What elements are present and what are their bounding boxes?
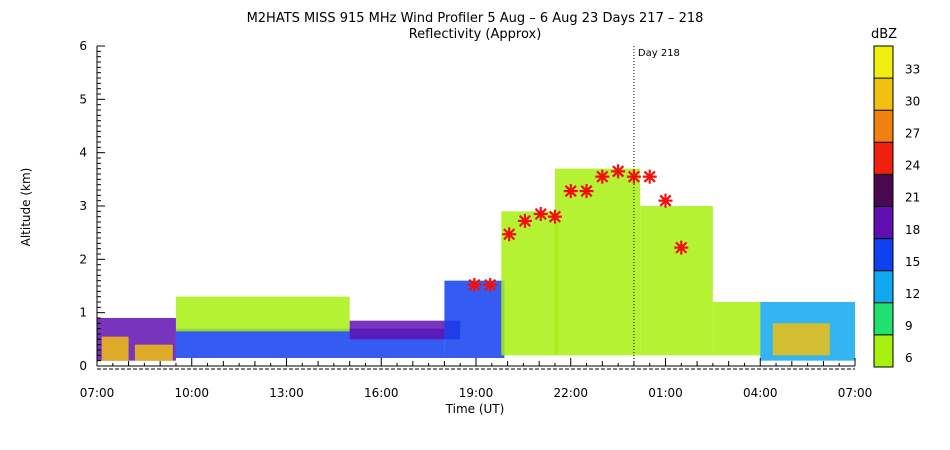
y-tick-label: 3 [79, 199, 87, 213]
colorbar-swatch [874, 238, 893, 271]
colorbar-label: 30 [905, 94, 920, 108]
reflectivity-region [349, 320, 461, 340]
reflectivity-region [134, 344, 173, 361]
x-tick-label: 13:00 [269, 386, 304, 400]
boundary-layer-marker [547, 209, 562, 224]
reflectivity-region [444, 280, 505, 358]
colorbar-swatch [874, 270, 893, 303]
boundary-layer-marker [467, 277, 482, 292]
marker-stroke [627, 170, 640, 183]
boundary-layer-marker [517, 213, 532, 228]
x-axis-label: Time (UT) [445, 402, 505, 416]
colorbar-label: 27 [905, 126, 920, 140]
y-axis-label: Altitude (km) [19, 168, 33, 247]
boundary-layer-marker [658, 193, 673, 208]
day-marker-label: Day 218 [638, 48, 680, 59]
colorbar-label: 15 [905, 255, 920, 269]
reflectivity-region [554, 168, 641, 356]
x-tick-label: 22:00 [553, 386, 588, 400]
x-tick-label: 19:00 [459, 386, 494, 400]
chart-title: M2HATS MISS 915 MHz Wind Profiler 5 Aug … [247, 11, 704, 26]
marker-stroke [518, 214, 531, 227]
colorbar-swatch [874, 174, 893, 207]
reflectivity-region [712, 302, 761, 356]
reflectivity-region [175, 296, 350, 332]
colorbar-swatch [874, 142, 893, 175]
reflectivity-region [101, 336, 129, 361]
colorbar-label: 21 [905, 191, 920, 205]
boundary-layer-marker [483, 277, 498, 292]
boundary-layer-marker [642, 169, 657, 184]
colorbar-swatch [874, 78, 893, 111]
x-tick-label: 04:00 [743, 386, 778, 400]
marker-stroke [612, 165, 625, 178]
colorbar-swatch [874, 46, 893, 79]
colorbar-label: 9 [905, 319, 913, 333]
marker-stroke [564, 185, 577, 198]
colorbar: 6 9 12 15 18 21 24 27 30 33 [873, 45, 920, 368]
boundary-layer-marker [611, 164, 626, 179]
colorbar-label: 6 [905, 351, 913, 365]
marker-stroke [468, 278, 481, 291]
colorbar-label: 12 [905, 287, 920, 301]
reflectivity-region [640, 206, 713, 356]
marker-stroke [643, 170, 656, 183]
colorbar-swatch [874, 334, 893, 367]
colorbar-swatch [874, 110, 893, 143]
marker-stroke [484, 278, 497, 291]
x-tick-label: 16:00 [364, 386, 399, 400]
marker-stroke [675, 241, 688, 254]
y-tick-label: 4 [79, 146, 87, 160]
x-tick-label: 01:00 [648, 386, 683, 400]
colorbar-swatch [874, 206, 893, 239]
marker-stroke [659, 194, 672, 207]
marker-stroke [534, 207, 547, 221]
colorbar-swatch [874, 302, 893, 335]
x-tick-label: 07:00 [80, 386, 115, 400]
y-tick-label: 5 [79, 92, 87, 106]
plot-area: 0 1 2 3 4 5 6 07:00 10:00 13:00 16:00 19:00 22:00 01:… [79, 39, 872, 400]
marker-stroke [596, 170, 609, 183]
y-tick-label: 2 [79, 252, 87, 266]
colorbar-label: 24 [905, 159, 920, 173]
colorbar-title: dBZ [871, 27, 897, 42]
marker-stroke [503, 228, 516, 241]
y-tick-label: 1 [79, 306, 87, 320]
x-tick-label: 07:00 [838, 386, 873, 400]
reflectivity-region [772, 323, 830, 356]
y-tick-label: 6 [79, 39, 87, 53]
marker-stroke [580, 185, 593, 198]
boundary-layer-marker [502, 227, 517, 242]
boundary-layer-marker [533, 207, 548, 221]
colorbar-label: 33 [905, 62, 920, 76]
boundary-layer-marker [674, 240, 689, 255]
boundary-layer-marker [595, 169, 610, 184]
boundary-layer-marker [563, 184, 578, 199]
boundary-layer-marker [626, 169, 641, 184]
marker-stroke [548, 210, 561, 223]
boundary-layer-marker [579, 184, 594, 199]
chart-subtitle: Reflectivity (Approx) [409, 27, 542, 42]
y-tick-label: 0 [79, 359, 87, 373]
x-tick-label: 10:00 [174, 386, 209, 400]
colorbar-label: 18 [905, 223, 920, 237]
